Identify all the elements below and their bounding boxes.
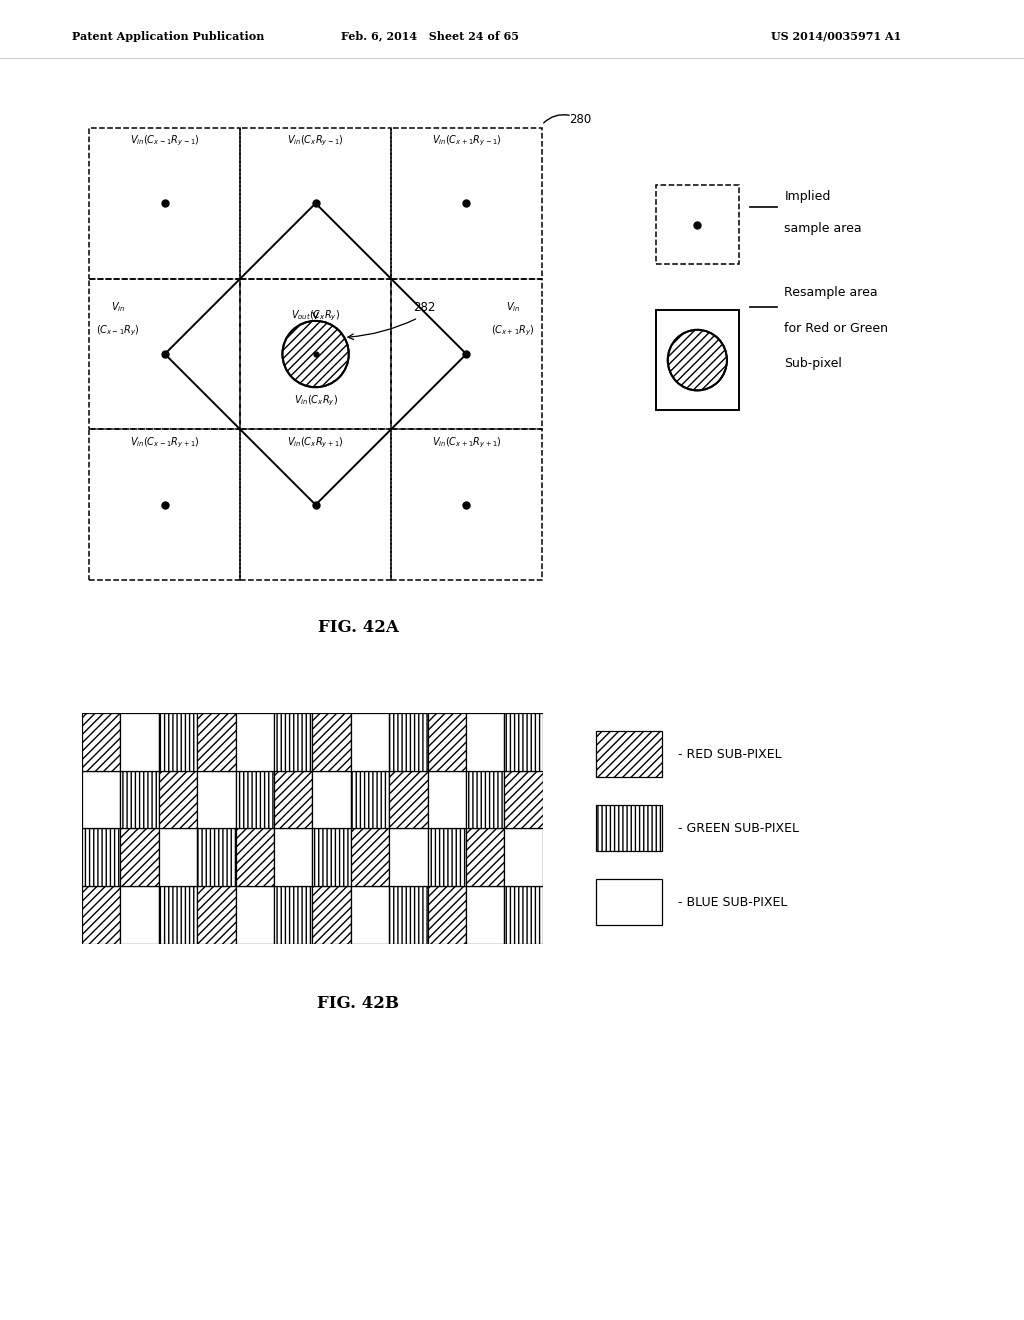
Text: Implied: Implied <box>784 190 830 203</box>
Text: $V_{in}(C_{x-1}R_{y-1})$: $V_{in}(C_{x-1}R_{y-1})$ <box>130 133 200 148</box>
Bar <box>82 886 121 944</box>
Bar <box>428 771 466 829</box>
Bar <box>159 771 197 829</box>
Bar <box>504 713 543 771</box>
Bar <box>236 713 273 771</box>
Text: $V_{in}$: $V_{in}$ <box>506 300 520 314</box>
Bar <box>596 805 662 851</box>
Bar <box>389 713 428 771</box>
Bar <box>466 771 504 829</box>
Bar <box>159 829 197 886</box>
Bar <box>121 829 159 886</box>
Bar <box>197 886 236 944</box>
Text: $V_{in}(C_{x+1}R_{y-1})$: $V_{in}(C_{x+1}R_{y-1})$ <box>431 133 501 148</box>
Bar <box>82 829 121 886</box>
Text: FIG. 42B: FIG. 42B <box>317 995 399 1011</box>
Text: $V_{in}(C_{x}R_{y})$: $V_{in}(C_{x}R_{y})$ <box>294 393 338 408</box>
Bar <box>389 771 428 829</box>
Text: $V_{in}$: $V_{in}$ <box>111 300 125 314</box>
Bar <box>655 186 739 264</box>
Text: $V_{in}(C_{x}R_{y+1})$: $V_{in}(C_{x}R_{y+1})$ <box>287 436 344 450</box>
Text: $V_{in}(C_{x+1}R_{y+1})$: $V_{in}(C_{x+1}R_{y+1})$ <box>431 436 501 450</box>
Bar <box>121 771 159 829</box>
Bar <box>241 279 391 429</box>
Bar <box>655 310 739 411</box>
Bar <box>82 771 121 829</box>
Bar <box>89 128 241 279</box>
Bar <box>504 886 543 944</box>
Text: - BLUE SUB-PIXEL: - BLUE SUB-PIXEL <box>678 896 787 908</box>
Bar <box>89 279 241 429</box>
Bar <box>391 279 542 429</box>
Bar <box>504 771 543 829</box>
Bar <box>312 886 350 944</box>
Text: 282: 282 <box>414 301 436 314</box>
Bar <box>312 829 350 886</box>
Bar <box>197 771 236 829</box>
Bar <box>428 829 466 886</box>
Bar <box>197 713 236 771</box>
Bar <box>350 771 389 829</box>
Bar <box>466 886 504 944</box>
Bar <box>312 713 350 771</box>
Text: $V_{in}(C_{x-1}R_{y+1})$: $V_{in}(C_{x-1}R_{y+1})$ <box>130 436 200 450</box>
Text: $V_{out}(C_{x}R_{y})$: $V_{out}(C_{x}R_{y})$ <box>291 309 340 323</box>
Bar <box>350 886 389 944</box>
Bar <box>274 886 312 944</box>
Bar <box>428 886 466 944</box>
Text: $(C_{x-1}R_{y})$: $(C_{x-1}R_{y})$ <box>96 323 140 338</box>
Text: $(C_{x+1}R_{y})$: $(C_{x+1}R_{y})$ <box>492 323 535 338</box>
Bar <box>241 128 391 279</box>
Bar <box>236 771 273 829</box>
Text: sample area: sample area <box>784 222 862 235</box>
Bar <box>159 713 197 771</box>
Text: - RED SUB-PIXEL: - RED SUB-PIXEL <box>678 748 781 760</box>
Bar <box>389 886 428 944</box>
Bar <box>389 829 428 886</box>
Bar <box>596 731 662 777</box>
Text: Resample area: Resample area <box>784 286 878 298</box>
Bar <box>466 713 504 771</box>
Circle shape <box>283 321 349 387</box>
Bar <box>236 886 273 944</box>
Bar <box>504 829 543 886</box>
Bar <box>466 829 504 886</box>
Text: - GREEN SUB-PIXEL: - GREEN SUB-PIXEL <box>678 822 799 834</box>
Text: US 2014/0035971 A1: US 2014/0035971 A1 <box>771 30 901 42</box>
Text: 280: 280 <box>569 112 591 125</box>
Bar <box>391 429 542 581</box>
Bar <box>596 879 662 925</box>
Bar <box>428 713 466 771</box>
Text: for Red or Green: for Red or Green <box>784 322 889 334</box>
Bar <box>197 829 236 886</box>
Text: FIG. 42A: FIG. 42A <box>318 619 398 635</box>
Bar <box>350 829 389 886</box>
Bar <box>350 713 389 771</box>
Bar <box>241 429 391 581</box>
Bar <box>82 713 121 771</box>
Bar <box>312 771 350 829</box>
Bar <box>89 429 241 581</box>
Bar <box>274 771 312 829</box>
Bar <box>121 713 159 771</box>
Bar <box>121 886 159 944</box>
Bar <box>274 713 312 771</box>
Bar <box>159 886 197 944</box>
Bar <box>391 128 542 279</box>
Text: $V_{in}(C_{x}R_{y-1})$: $V_{in}(C_{x}R_{y-1})$ <box>287 133 344 148</box>
Bar <box>274 829 312 886</box>
Text: Patent Application Publication: Patent Application Publication <box>72 30 264 42</box>
Text: Feb. 6, 2014   Sheet 24 of 65: Feb. 6, 2014 Sheet 24 of 65 <box>341 30 519 42</box>
Bar <box>236 829 273 886</box>
Text: Sub-pixel: Sub-pixel <box>784 358 843 370</box>
Circle shape <box>668 330 727 391</box>
